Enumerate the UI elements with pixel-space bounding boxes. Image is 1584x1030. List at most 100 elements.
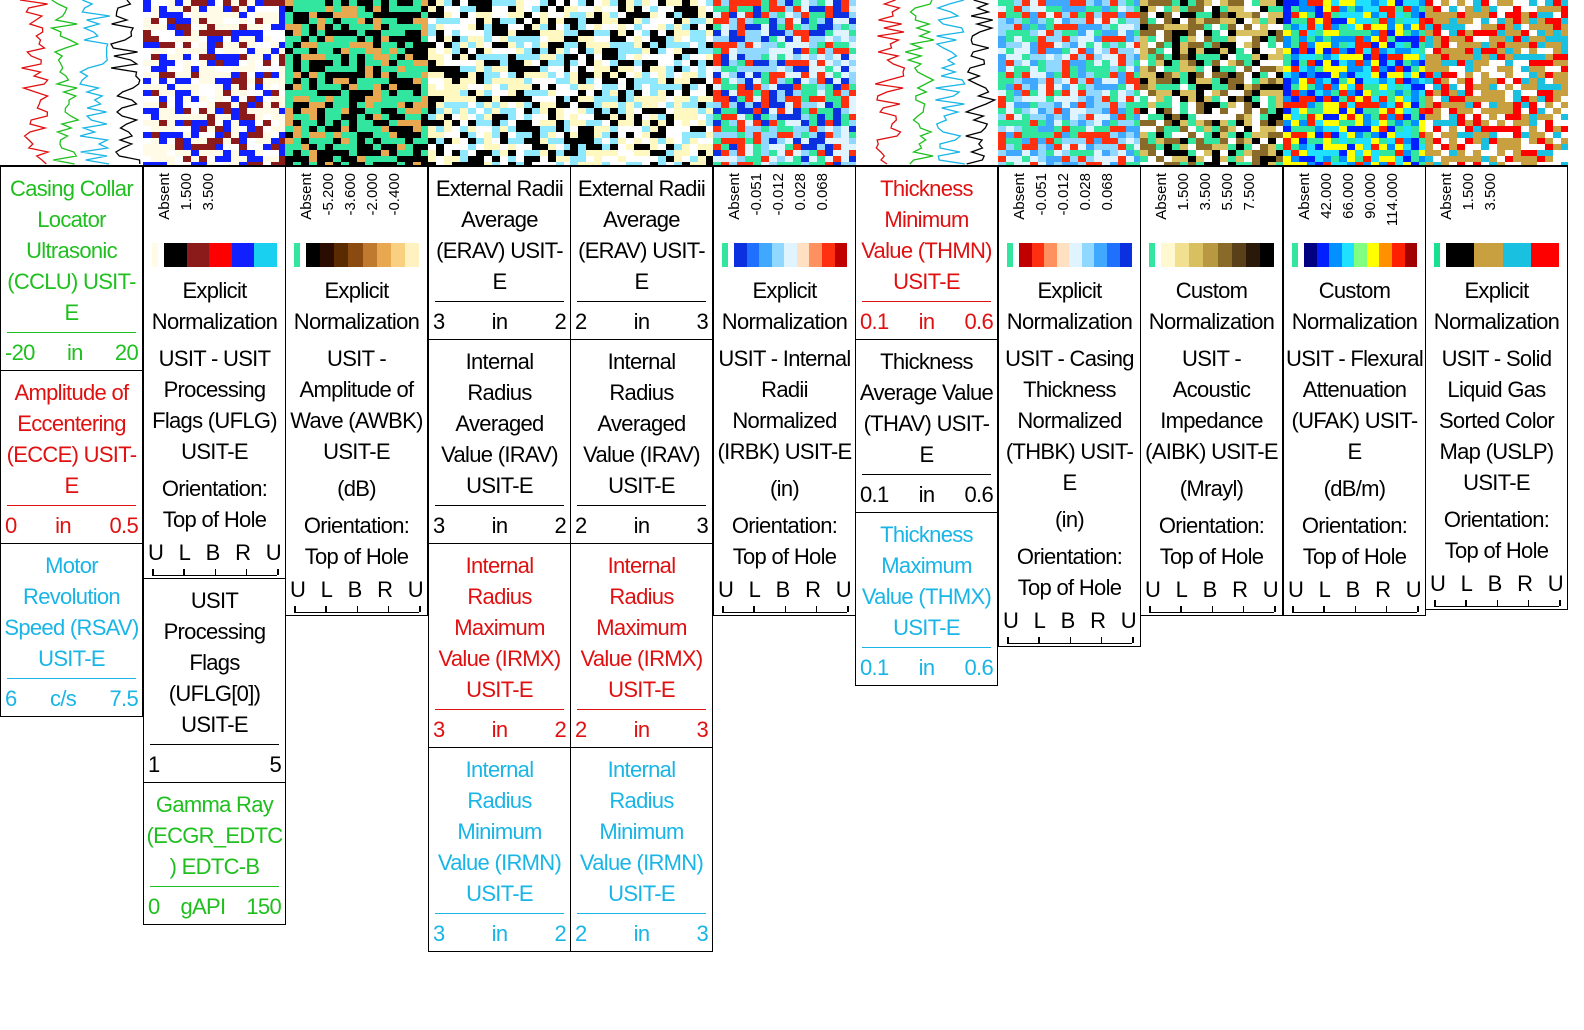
pixel <box>428 114 436 120</box>
pixel <box>849 138 856 144</box>
pixel <box>698 78 706 84</box>
pixel <box>594 120 602 126</box>
pixel <box>428 138 436 144</box>
pixel <box>674 96 682 102</box>
pixel <box>1260 12 1268 18</box>
pixel <box>1331 120 1339 126</box>
pixel <box>301 96 309 102</box>
pixel <box>532 72 540 78</box>
pixel <box>1212 42 1220 48</box>
pixel <box>175 108 183 114</box>
pixel <box>610 78 618 84</box>
pixel <box>626 162 634 165</box>
pixel <box>602 162 610 165</box>
pixel <box>1038 18 1046 24</box>
pixel <box>1363 156 1371 162</box>
pixel <box>1276 102 1283 108</box>
pixel <box>801 114 809 120</box>
pixel <box>1126 66 1134 72</box>
pixel <box>317 12 325 18</box>
orientation-tick: L <box>178 540 191 565</box>
pixel <box>634 72 642 78</box>
pixel <box>1212 156 1220 162</box>
pixel <box>532 0 540 6</box>
pixel <box>825 54 833 60</box>
normalization: Explicit Normalization <box>1006 278 1133 334</box>
pixel <box>207 48 215 54</box>
pixel <box>1299 150 1307 156</box>
pixel <box>1481 12 1489 18</box>
pixel <box>317 42 325 48</box>
pixel <box>1134 132 1141 138</box>
orientation-tick: U <box>1405 577 1422 602</box>
axis-tick <box>294 606 296 612</box>
pixel <box>309 126 317 132</box>
pixel <box>777 132 785 138</box>
pixel <box>1347 48 1355 54</box>
curve-title: Internal Radius Averaged Value (IRAV) US… <box>583 349 700 498</box>
pixel <box>405 120 413 126</box>
pixel <box>508 84 516 90</box>
pixel <box>801 138 809 144</box>
pixel <box>397 132 405 138</box>
pixel <box>1411 66 1419 72</box>
pixel <box>745 120 753 126</box>
pixel <box>1038 72 1046 78</box>
pixel <box>682 138 690 144</box>
orientation-tick: U <box>1120 608 1137 633</box>
pixel <box>1419 132 1426 138</box>
pixel <box>279 0 286 6</box>
pixel <box>436 114 444 120</box>
pixel <box>492 12 500 18</box>
pixel <box>706 60 713 66</box>
pixel <box>1363 42 1371 48</box>
pixel <box>1323 138 1331 144</box>
pixel <box>293 0 301 6</box>
pixel <box>255 132 263 138</box>
pixel <box>1291 162 1299 165</box>
pixel <box>1118 138 1126 144</box>
pixel <box>175 0 183 6</box>
pixel <box>301 0 309 6</box>
pixel <box>421 150 428 156</box>
pixel <box>769 60 777 66</box>
pixel <box>817 18 825 24</box>
pixel <box>1228 42 1236 48</box>
pixel <box>365 78 373 84</box>
pixel <box>1188 6 1196 12</box>
pixel <box>1172 144 1180 150</box>
pixel <box>532 36 540 42</box>
pixel <box>690 0 698 6</box>
orientation-tick: U <box>1145 577 1161 602</box>
pixel <box>1283 162 1291 165</box>
pixel <box>634 108 642 114</box>
pixel <box>1355 162 1363 165</box>
pixel <box>586 114 594 120</box>
pixel <box>1156 6 1164 12</box>
pixel <box>1110 156 1118 162</box>
pixel <box>381 54 389 60</box>
pixel <box>1457 0 1465 6</box>
pixel <box>737 42 745 48</box>
pixel <box>215 114 223 120</box>
pixel <box>239 90 247 96</box>
pixel <box>1497 114 1505 120</box>
pixel <box>381 24 389 30</box>
pixel <box>540 12 548 18</box>
pixel <box>1196 66 1204 72</box>
pixel <box>753 66 761 72</box>
pixel <box>1276 114 1283 120</box>
pixel <box>737 12 745 18</box>
pixel <box>1148 12 1156 18</box>
pixel <box>215 0 223 6</box>
pixel <box>1419 18 1426 24</box>
pixel <box>1419 66 1426 72</box>
pixel <box>341 72 349 78</box>
pixel <box>658 36 666 42</box>
pixel <box>785 30 793 36</box>
pixel <box>309 12 317 18</box>
pixel <box>1102 42 1110 48</box>
pixel <box>263 72 271 78</box>
scale-label: 3 <box>433 309 445 334</box>
pixel <box>1449 12 1457 18</box>
